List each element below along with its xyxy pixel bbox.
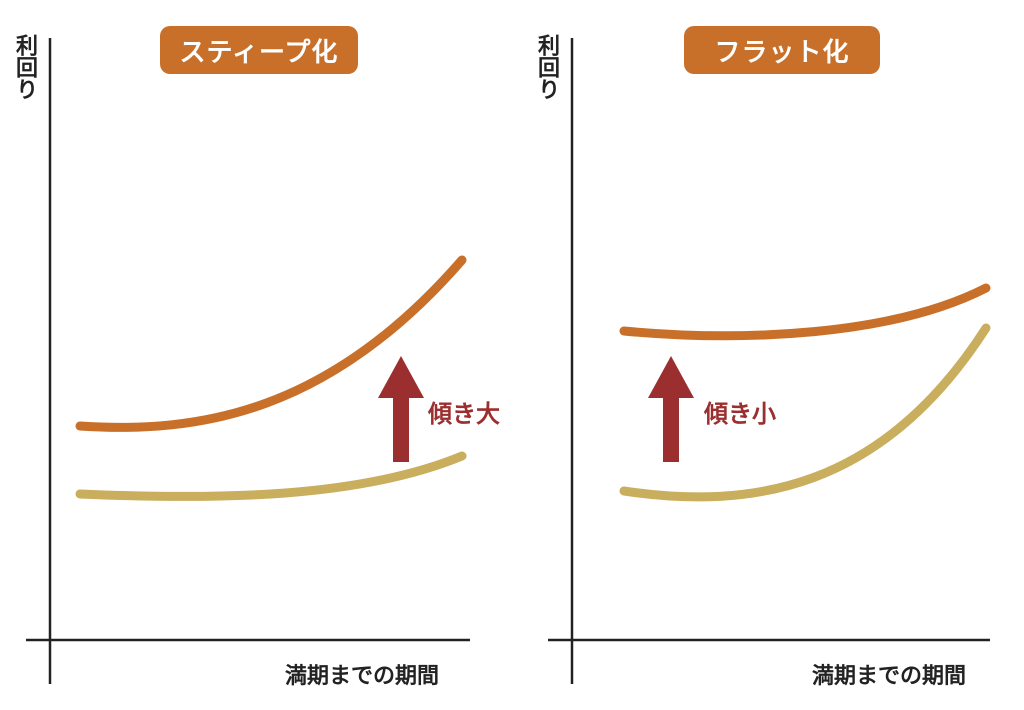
steepening-panel: スティープ化 利回り 満期までの期間 傾き大: [12, 26, 500, 689]
panel-title-badge: スティープ化: [160, 26, 358, 74]
arrow-up-icon: [648, 356, 694, 462]
upper-yield-curve: [619, 283, 991, 341]
flattening-panel: フラット化 利回り 満期までの期間 傾き小: [512, 0, 1024, 710]
panel-title-badge: フラット化: [684, 26, 880, 74]
lower-yield-curve: [75, 451, 467, 501]
y-axis-label: 利回り: [534, 34, 559, 100]
steepening-diagram: [26, 38, 470, 684]
slope-label: 傾き小: [704, 400, 776, 428]
flattening-diagram: [548, 38, 991, 684]
y-axis-label: 利回り: [12, 34, 37, 100]
slope-label: 傾き大: [428, 400, 500, 428]
x-axis-label: 満期までの期間: [285, 664, 440, 689]
x-axis-label: 満期までの期間: [812, 664, 967, 689]
lower-yield-curve: [619, 323, 991, 502]
upper-yield-curve: [75, 255, 467, 432]
arrow-up-icon: [378, 356, 424, 462]
